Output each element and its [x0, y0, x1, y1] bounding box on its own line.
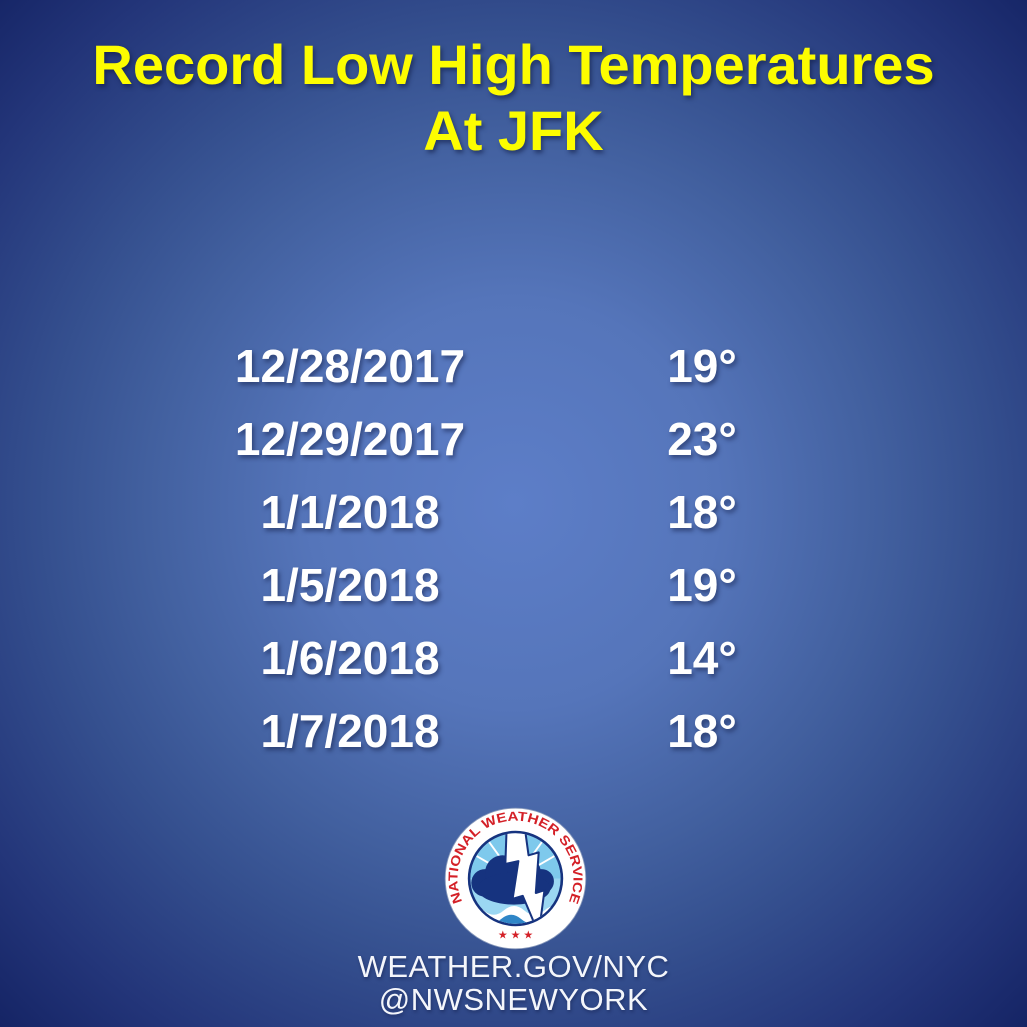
page-title: Record Low High Temperatures At JFK: [0, 32, 1027, 164]
record-date: 1/7/2018: [260, 704, 440, 757]
table-row: 1/7/2018 18°: [160, 694, 784, 767]
title-line-1: Record Low High Temperatures: [92, 33, 935, 96]
table-row: 12/28/2017 19°: [160, 329, 784, 402]
record-temp: 14°: [667, 631, 737, 684]
footer-website: WEATHER.GOV/NYC: [357, 949, 670, 984]
record-temp: 23°: [667, 412, 737, 465]
record-date: 1/6/2018: [260, 631, 440, 684]
logo-stars: ★ ★ ★: [498, 930, 534, 942]
footer: WEATHER.GOV/NYC @NWSNEWYORK: [0, 950, 1027, 1016]
table-row: 1/1/2018 18°: [160, 475, 784, 548]
nws-logo: NATIONAL WEATHER SERVICE ★ ★ ★: [443, 806, 588, 951]
nws-logo-icon: NATIONAL WEATHER SERVICE ★ ★ ★: [444, 807, 587, 950]
records-table: 12/28/2017 19° 12/29/2017 23° 1/1/2018 1…: [160, 329, 784, 767]
record-date: 12/28/2017: [234, 339, 466, 392]
table-row: 1/5/2018 19°: [160, 548, 784, 621]
record-temp: 18°: [667, 704, 737, 757]
record-temp: 19°: [667, 558, 737, 611]
record-temp: 19°: [667, 339, 737, 392]
record-date: 1/5/2018: [260, 558, 440, 611]
footer-social: @NWSNEWYORK: [378, 982, 649, 1017]
table-row: 1/6/2018 14°: [160, 621, 784, 694]
title-line-2: At JFK: [423, 99, 604, 162]
record-date: 12/29/2017: [234, 412, 466, 465]
record-temp: 18°: [667, 485, 737, 538]
record-date: 1/1/2018: [260, 485, 440, 538]
table-row: 12/29/2017 23°: [160, 402, 784, 475]
